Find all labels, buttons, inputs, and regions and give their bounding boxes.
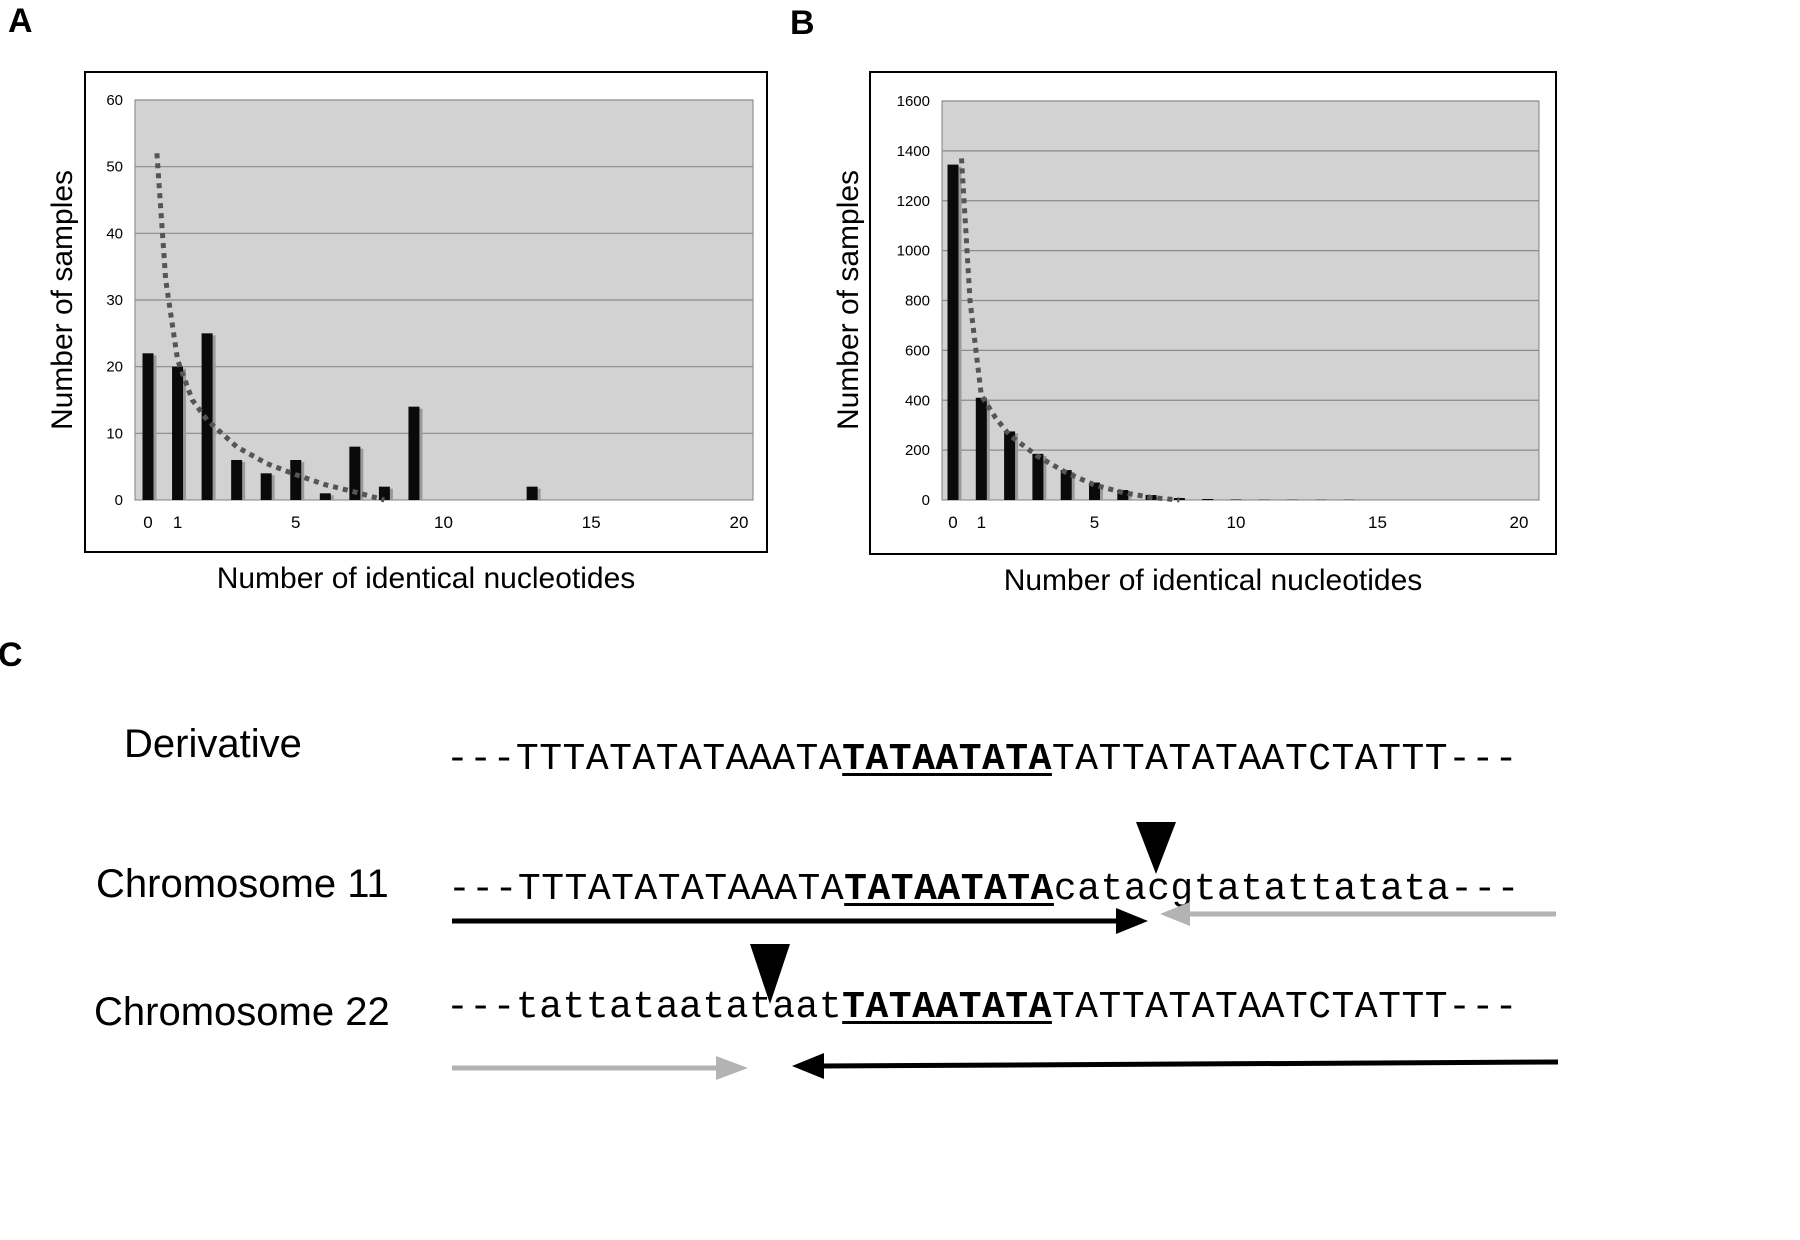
chart-a-xtick-label: 10 (434, 513, 453, 532)
chart-b-ytick-label: 400 (905, 392, 930, 409)
chart-b-bar (1089, 482, 1100, 500)
chart-b-ytick-label: 1600 (897, 93, 930, 110)
chart-a-bar (231, 460, 243, 500)
chart-a-bar (319, 493, 331, 500)
chart-a-bar (378, 486, 390, 500)
chart-b-ytick-label: 200 (905, 442, 930, 459)
arrow-chr22-black-head (792, 1053, 824, 1079)
chart-a-bar (408, 406, 420, 500)
chart-a-bar (290, 460, 302, 500)
chart-b-xtick-label: 5 (1090, 513, 1099, 532)
chart-a-ytick-label: 10 (106, 425, 123, 442)
chart-a-ytick-label: 40 (106, 225, 123, 242)
chart-b-ytick-label: 1000 (897, 243, 930, 260)
chart-a-ytick-label: 50 (106, 159, 123, 176)
chart-a-ytick-label: 20 (106, 359, 123, 376)
seq-label-chr11: Chromosome 11 (96, 862, 389, 906)
arrow-chr22-grey-head (716, 1056, 748, 1080)
arrow-chr11-black-head (1116, 908, 1148, 934)
seq-chr22-left: ---tattataatataat (446, 986, 843, 1029)
chart-b-bar (947, 164, 959, 500)
chart-a-xlabel: Number of identical nucleotides (217, 562, 636, 595)
chart-a-xtick-label: 1 (173, 513, 182, 532)
chart-a-xtick-label: 15 (582, 513, 601, 532)
chart-b-ytick-label: 1400 (897, 143, 930, 160)
chart-b-xlabel: Number of identical nucleotides (1004, 564, 1423, 597)
seq-chr11: ---TTTATATATAAATATATAATATAcatacgtatattat… (448, 868, 1520, 911)
chart-a-bar (526, 486, 538, 500)
chart-b-bar (975, 397, 987, 500)
seq-label-derivative: Derivative (124, 722, 302, 766)
chart-b-ytick-label: 0 (922, 492, 930, 509)
chart-b-xtick-label: 20 (1510, 513, 1529, 532)
chart-a-xtick-label: 5 (291, 513, 300, 532)
seq-chr22: ---tattataatataatTATAATATATATTATATAATCTA… (446, 986, 1518, 1029)
chart-b-bar (1004, 431, 1016, 500)
chart-a-xtick-label: 0 (143, 513, 152, 532)
seq-derivative-right: TATTATATAATCTATTT--- (1051, 738, 1518, 781)
chart-b-ytick-label: 600 (905, 342, 930, 359)
chart-a-ytick-label: 0 (115, 492, 123, 509)
seq-derivative-left: ---TTTATATATAAATA (446, 738, 843, 781)
chart-b-bar (1117, 490, 1129, 500)
chart-a-bar (349, 446, 361, 500)
chart-b-xtick-label: 1 (977, 513, 986, 532)
seq-chr11-right: catacgtatattatata--- (1053, 868, 1520, 911)
chart-b-ytick-label: 1200 (897, 193, 930, 210)
chart-b-xtick-label: 15 (1368, 513, 1387, 532)
chart-a-ylabel: Number of samples (46, 170, 79, 430)
chart-b-xtick-label: 0 (948, 513, 957, 532)
chart-b-ylabel: Number of samples (832, 170, 865, 430)
seq-chr22-core: TATAATATA (842, 986, 1052, 1029)
chart-a-ytick-label: 60 (106, 92, 123, 109)
chart-a-trend-line (154, 153, 386, 503)
chart-b-trend-line (959, 158, 1180, 503)
seq-chr11-core: TATAATATA (844, 868, 1054, 911)
chart-b-bar (1202, 499, 1214, 500)
chart-b-bar (1060, 470, 1072, 500)
seq-chr22-right: TATTATATAATCTATTT--- (1051, 986, 1518, 1029)
chart-a-bar (260, 473, 272, 500)
breakpoint-marker-chr11 (1136, 822, 1176, 874)
chart-a-bar (142, 353, 154, 500)
seq-label-chr22: Chromosome 22 (94, 990, 390, 1034)
chart-b-ytick-label: 800 (905, 293, 930, 310)
chart-a-ytick-label: 30 (106, 292, 123, 309)
chart-b-bar (1032, 453, 1044, 500)
chart-b-xtick-label: 10 (1227, 513, 1246, 532)
panel-letter-a: A (8, 2, 33, 40)
seq-derivative: ---TTTATATATAAATATATAATATATATTATATAATCTA… (446, 738, 1518, 781)
chart-a-xtick-label: 20 (730, 513, 749, 532)
panel-letter-c: C (0, 636, 23, 674)
panel-letter-b: B (790, 4, 815, 42)
seq-derivative-core: TATAATATA (842, 738, 1052, 781)
chart-a-bar (172, 366, 184, 500)
seq-chr11-left: ---TTTATATATAAATA (448, 868, 845, 911)
arrow-chr22-black (821, 1059, 1559, 1069)
